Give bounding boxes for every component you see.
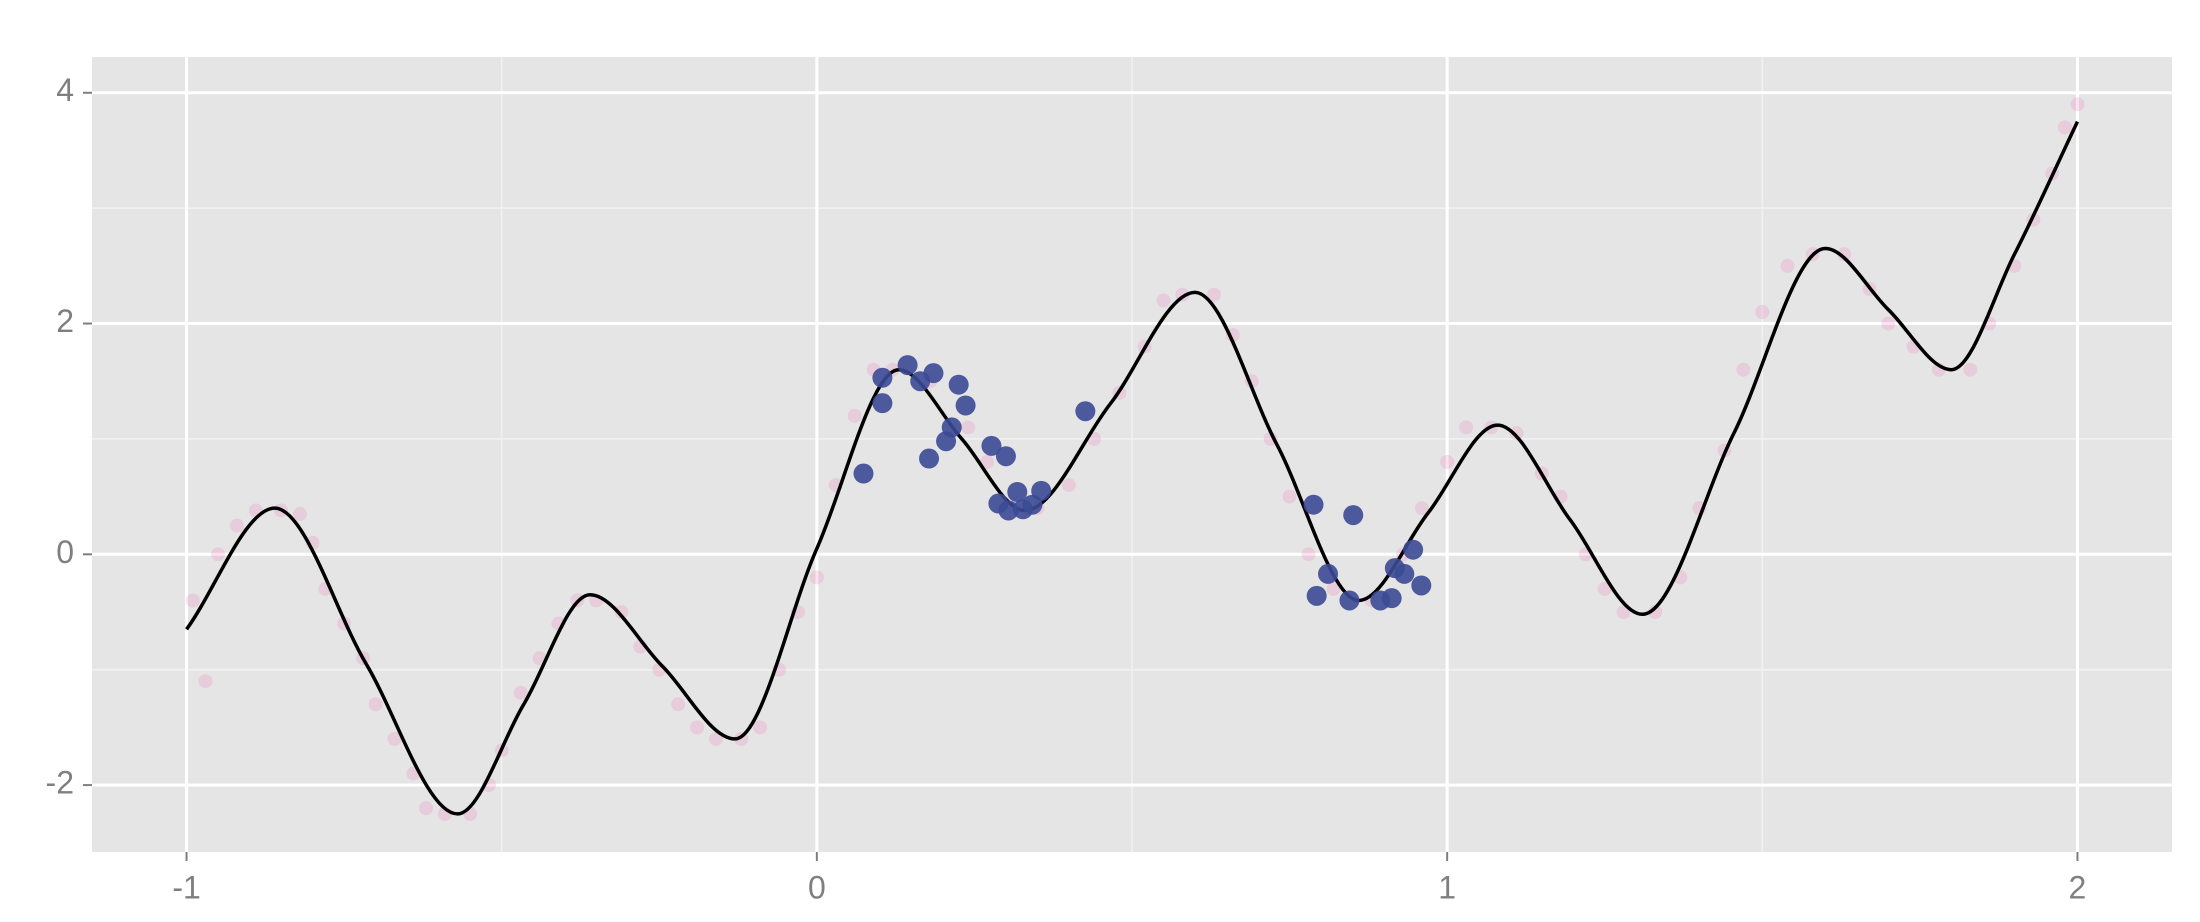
noise-point (1780, 258, 1795, 273)
noise-point (753, 720, 768, 735)
noise-point (1282, 489, 1297, 504)
sample-point (1075, 401, 1096, 422)
y-tick-label: 0 (56, 534, 74, 570)
noise-point (1509, 426, 1524, 441)
sample-point (1339, 590, 1360, 611)
noise-point (709, 731, 723, 746)
noise-point (368, 697, 383, 712)
sample-point (1007, 482, 1028, 502)
x-tick-label: 1 (1438, 869, 1456, 905)
x-tick-label: 0 (808, 869, 826, 905)
noise-point (671, 697, 686, 712)
noise-point (211, 547, 226, 562)
y-tick-label: 2 (56, 303, 74, 339)
noise-point (1837, 247, 1852, 262)
sample-point (872, 393, 893, 414)
noise-point (2070, 97, 2085, 112)
noise-point (1326, 581, 1341, 596)
noise-point (1156, 293, 1171, 308)
sample-point (872, 367, 893, 388)
noise-point (847, 408, 862, 423)
noise-point (690, 720, 705, 735)
sample-point (1411, 575, 1432, 596)
noise-point (229, 518, 244, 533)
curve (185, 120, 2080, 816)
sample-point (923, 363, 944, 384)
noise-point (1736, 362, 1751, 377)
sample-point (995, 446, 1016, 467)
noise-point (980, 455, 995, 469)
noise-point (1206, 287, 1221, 302)
sample-point (948, 374, 969, 395)
noise-point (1459, 420, 1474, 435)
noise-point (198, 674, 213, 689)
noise-point (1755, 305, 1770, 319)
x-tick-label: -1 (172, 869, 200, 905)
sample-point (941, 417, 962, 438)
noise-point (2057, 120, 2072, 135)
sample-point (1343, 505, 1364, 526)
sample-point (1303, 494, 1324, 515)
noise-point (1648, 605, 1663, 619)
sample-point (998, 500, 1019, 521)
x-tick-label: 2 (2069, 869, 2087, 905)
y-tick-label: 4 (56, 72, 74, 108)
sample-point (1403, 539, 1424, 560)
noise-point (1414, 501, 1429, 516)
noise-point (614, 605, 629, 619)
noise-point (419, 801, 434, 816)
noise-point (1881, 316, 1896, 331)
sample-point (897, 355, 918, 376)
noise-point (513, 685, 528, 700)
sample-point (955, 395, 976, 416)
noise-point (185, 593, 200, 608)
sample-point (1306, 585, 1327, 606)
y-tick-label: -2 (46, 765, 74, 801)
sample-point (919, 448, 940, 469)
noise-point (1301, 547, 1316, 562)
sample-point (1318, 563, 1339, 584)
noise-point (809, 570, 824, 585)
sample-point (1031, 480, 1052, 501)
noise-point (387, 731, 402, 746)
sample-point (981, 435, 1002, 456)
noise-point (1597, 581, 1612, 596)
noise-point (293, 506, 307, 521)
sample-point (1394, 563, 1415, 584)
noise-point (961, 420, 976, 435)
sample-point (1381, 588, 1402, 609)
noise-point (1440, 455, 1455, 469)
sample-point (853, 463, 874, 484)
noise-point (1061, 478, 1076, 493)
noise-point (1963, 362, 1978, 377)
